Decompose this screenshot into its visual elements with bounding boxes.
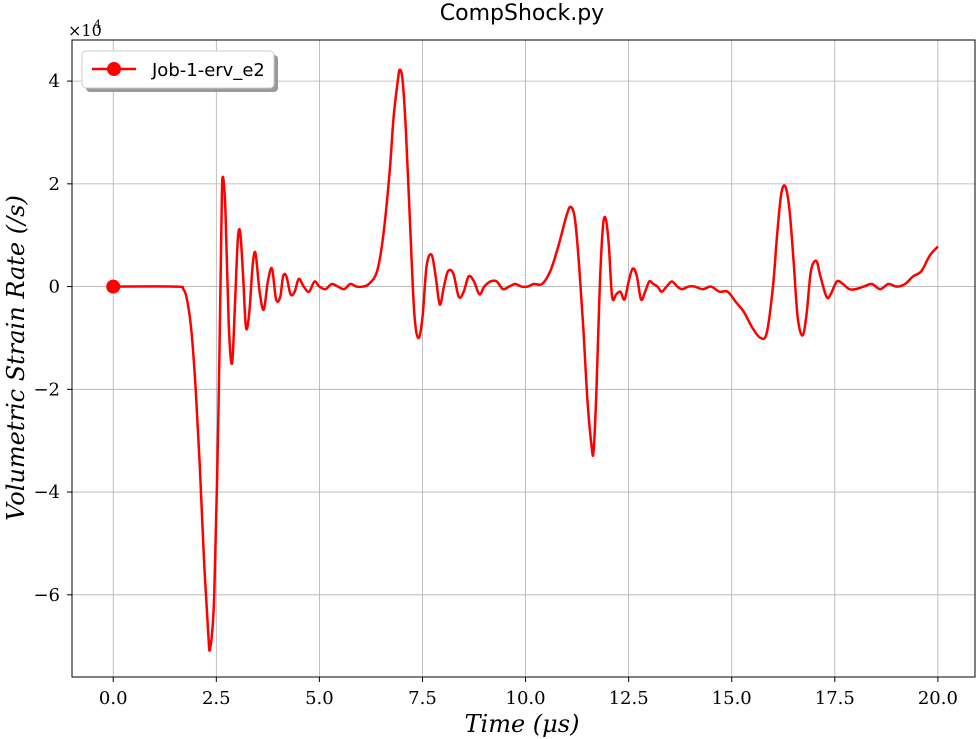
y-tick-label: −2 bbox=[33, 379, 60, 400]
x-tick-label: 2.5 bbox=[202, 688, 231, 709]
series-line bbox=[113, 68, 939, 652]
legend-box bbox=[81, 50, 275, 89]
x-tick-label: 12.5 bbox=[609, 688, 649, 709]
plot-frame bbox=[71, 39, 976, 678]
y-multiplier-exponent: 4 bbox=[94, 18, 101, 31]
legend-marker bbox=[107, 62, 121, 76]
y-axis-ticks: −6 −4 −2 0 2 4 bbox=[33, 71, 72, 606]
x-tick-label: 7.5 bbox=[408, 688, 437, 709]
legend-series-label: Job-1-erv_e2 bbox=[151, 60, 265, 81]
x-tick-label: 20.0 bbox=[918, 688, 958, 709]
x-axis-label: Time (μs) bbox=[465, 710, 580, 738]
x-axis-ticks: 0.0 2.5 5.0 7.5 10.0 12.5 15.0 17.5 20.0 bbox=[99, 677, 958, 709]
y-tick-label: 2 bbox=[49, 174, 60, 195]
chart-title: CompShock.py bbox=[440, 1, 604, 26]
x-tick-label: 15.0 bbox=[712, 688, 752, 709]
y-axis-multiplier: ×10 4 bbox=[68, 18, 102, 40]
series-start-marker bbox=[106, 279, 121, 294]
x-tick-label: 17.5 bbox=[815, 688, 855, 709]
x-tick-label: 5.0 bbox=[305, 688, 334, 709]
y-tick-label: 0 bbox=[49, 277, 60, 298]
legend: Job-1-erv_e2 bbox=[81, 50, 278, 92]
y-tick-label: 4 bbox=[49, 71, 60, 92]
y-tick-label: −6 bbox=[33, 585, 60, 606]
y-multiplier-base: ×10 bbox=[68, 21, 102, 40]
y-axis-label: Volumetric Strain Rate (/s) bbox=[2, 195, 30, 521]
grid-lines bbox=[72, 40, 975, 677]
x-tick-label: 10.0 bbox=[506, 688, 546, 709]
x-tick-label: 0.0 bbox=[99, 688, 128, 709]
y-tick-label: −4 bbox=[33, 482, 60, 503]
series-layer bbox=[106, 68, 939, 652]
